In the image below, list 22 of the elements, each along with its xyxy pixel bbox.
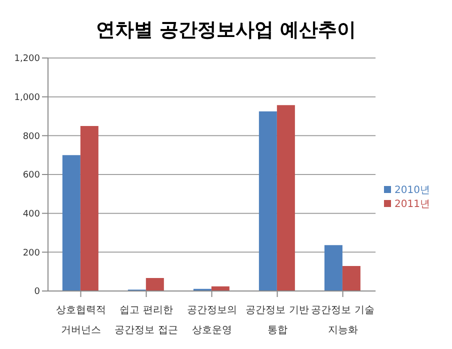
x-tick-label: 상호협력적 거버넌스 [56,305,106,336]
y-tick-label: 1,200 [14,54,40,64]
y-tick-label: 0 [34,287,40,298]
x-tick-label: 공간정보 기반 통합 [246,305,309,336]
x-tick-label: 공간정보 기술 지능화 [311,305,374,336]
y-tick-label: 200 [22,248,40,258]
bar [62,155,80,291]
bar [276,105,295,291]
legend-label: 2010년 [394,184,430,196]
bar [342,266,360,291]
legend-label: 2011년 [394,198,430,210]
y-tick-label: 1,000 [14,93,40,104]
y-tick-label: 600 [22,170,40,181]
bar [258,111,277,291]
x-tick-label: 쉽고 편리한 공간정보 접근 [114,305,178,336]
bar [146,278,164,291]
x-tick-label: 공간정보의 상호운영 [186,305,237,336]
y-tick-label: 400 [22,210,40,220]
bar [80,126,98,291]
y-tick-label: 800 [22,132,40,142]
chart-title: 연차별 공간정보사업 예산추이 [94,18,358,43]
bar [324,245,342,291]
